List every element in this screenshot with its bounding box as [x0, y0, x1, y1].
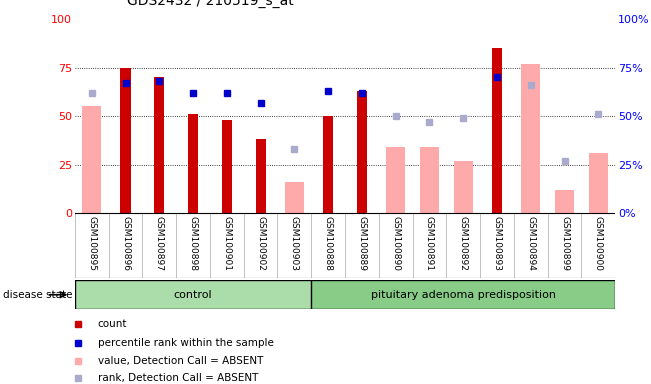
Bar — [222, 120, 232, 213]
Bar — [188, 114, 198, 213]
Bar — [555, 190, 574, 213]
Text: GSM100902: GSM100902 — [256, 217, 265, 271]
Text: control: control — [174, 290, 212, 300]
Text: GSM100899: GSM100899 — [560, 217, 569, 271]
Text: count: count — [98, 319, 128, 329]
Bar — [154, 78, 164, 213]
Bar — [120, 68, 131, 213]
Text: GSM100891: GSM100891 — [425, 217, 434, 271]
Bar — [323, 116, 333, 213]
Bar — [357, 91, 367, 213]
Text: disease state: disease state — [3, 290, 73, 300]
Text: GSM100897: GSM100897 — [155, 217, 164, 271]
Bar — [387, 147, 405, 213]
Text: GSM100895: GSM100895 — [87, 217, 96, 271]
Bar — [521, 64, 540, 213]
Bar — [420, 147, 439, 213]
Text: GSM100888: GSM100888 — [324, 217, 333, 271]
Text: pituitary adenoma predisposition: pituitary adenoma predisposition — [370, 290, 556, 300]
Text: GSM100893: GSM100893 — [493, 217, 501, 271]
Bar — [492, 48, 502, 213]
Bar — [75, 280, 311, 309]
Text: GSM100901: GSM100901 — [223, 217, 231, 271]
Bar — [285, 182, 303, 213]
Text: GSM100890: GSM100890 — [391, 217, 400, 271]
Bar — [311, 280, 615, 309]
Text: GSM100900: GSM100900 — [594, 217, 603, 271]
Bar — [454, 161, 473, 213]
Text: rank, Detection Call = ABSENT: rank, Detection Call = ABSENT — [98, 373, 258, 383]
Text: GDS2432 / 210519_s_at: GDS2432 / 210519_s_at — [127, 0, 294, 8]
Text: GSM100898: GSM100898 — [189, 217, 197, 271]
Text: GSM100903: GSM100903 — [290, 217, 299, 271]
Text: percentile rank within the sample: percentile rank within the sample — [98, 338, 273, 348]
Bar — [589, 153, 607, 213]
Bar — [256, 139, 266, 213]
Text: value, Detection Call = ABSENT: value, Detection Call = ABSENT — [98, 356, 263, 366]
Text: GSM100892: GSM100892 — [459, 217, 467, 271]
Text: GSM100889: GSM100889 — [357, 217, 367, 271]
Text: GSM100894: GSM100894 — [526, 217, 535, 271]
Bar — [83, 106, 101, 213]
Text: GSM100896: GSM100896 — [121, 217, 130, 271]
